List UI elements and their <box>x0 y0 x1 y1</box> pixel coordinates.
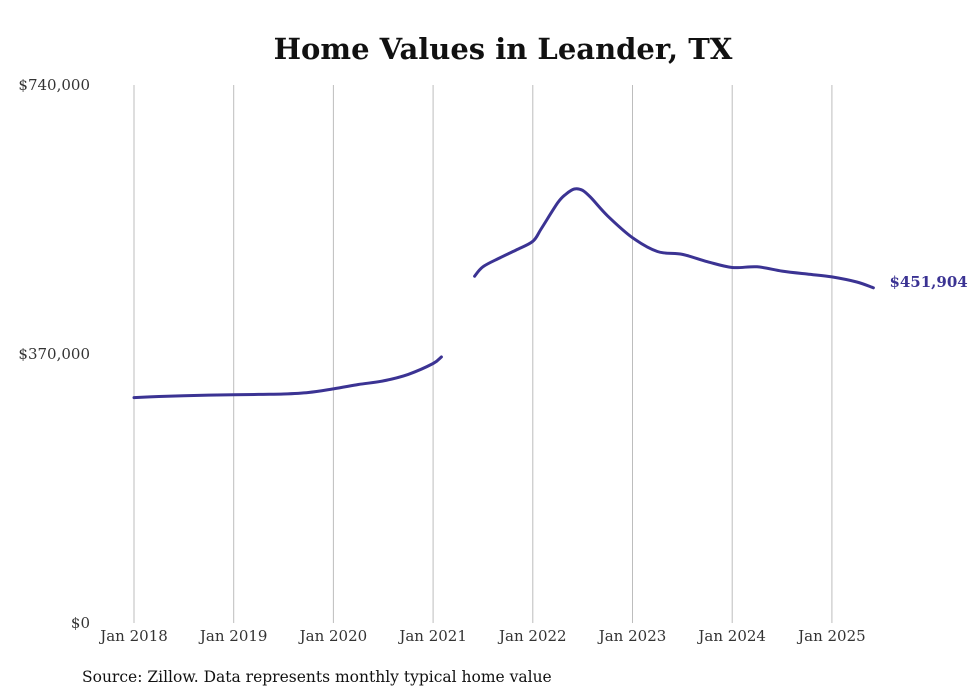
x-axis-ticks: Jan 2018 Jan 2019 Jan 2020 Jan 2021 Jan 2022… <box>98 627 865 645</box>
y-axis-ticks: $0 $370,000 $740,000 <box>18 76 90 632</box>
series-line-segment <box>132 355 443 400</box>
x-tick-label: Jan 2018 <box>98 627 168 645</box>
series-line-segment <box>473 187 875 290</box>
series-line <box>132 187 875 400</box>
chart-title: Home Values in Leander, TX <box>273 32 733 66</box>
x-tick-label: Jan 2024 <box>696 627 766 645</box>
x-tick-label: Jan 2020 <box>298 627 368 645</box>
y-tick-label: $0 <box>71 614 90 632</box>
y-tick-label: $740,000 <box>18 76 90 94</box>
source-note: Source: Zillow. Data represents monthly … <box>82 668 552 686</box>
x-tick-label: Jan 2022 <box>497 627 567 645</box>
x-tick-label: Jan 2023 <box>597 627 667 645</box>
grid-lines <box>133 85 833 623</box>
x-tick-label: Jan 2019 <box>198 627 268 645</box>
x-tick-label: Jan 2025 <box>796 627 866 645</box>
x-tick-label: Jan 2021 <box>397 627 467 645</box>
y-tick-label: $370,000 <box>18 345 90 363</box>
end-value-label: $451,904 <box>889 273 967 291</box>
